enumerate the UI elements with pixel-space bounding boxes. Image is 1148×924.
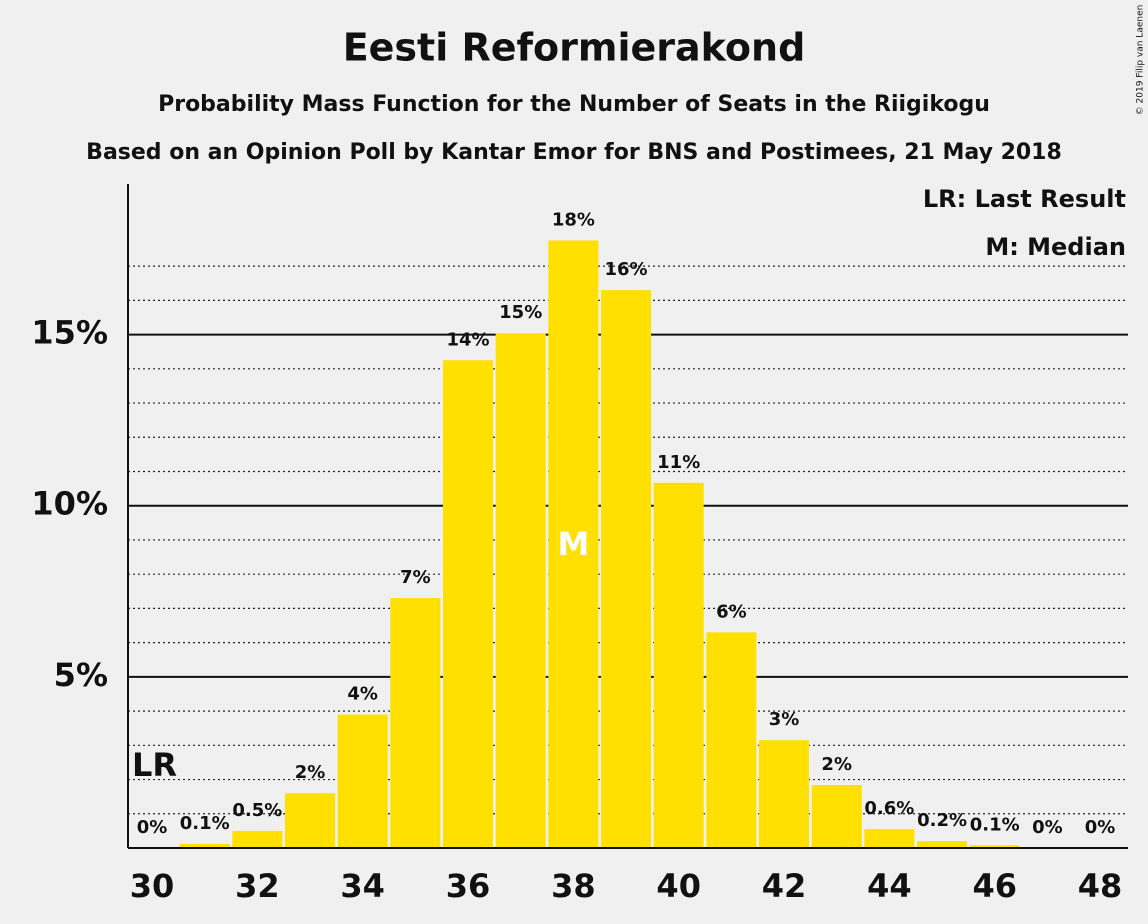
value-label: 11% bbox=[657, 452, 700, 473]
value-label: 14% bbox=[446, 329, 489, 350]
x-tick-label: 40 bbox=[656, 867, 701, 905]
x-tick-label: 34 bbox=[340, 867, 385, 905]
value-label: 0.6% bbox=[864, 798, 914, 819]
bar bbox=[232, 830, 283, 848]
bar bbox=[653, 482, 704, 848]
x-tick-label: 42 bbox=[762, 867, 807, 905]
value-label: 2% bbox=[821, 754, 852, 775]
bar bbox=[811, 785, 862, 848]
value-label: 0% bbox=[137, 817, 168, 838]
x-tick-label: 46 bbox=[972, 867, 1017, 905]
value-label: 6% bbox=[716, 601, 747, 622]
bar bbox=[601, 290, 652, 848]
x-tick-label: 44 bbox=[867, 867, 912, 905]
chart-subtitle: Based on an Opinion Poll by Kantar Emor … bbox=[86, 140, 1062, 165]
x-tick-label: 48 bbox=[1078, 867, 1123, 905]
chart-subtitle: Probability Mass Function for the Number… bbox=[158, 92, 990, 117]
value-label: 0.1% bbox=[180, 813, 230, 834]
bar bbox=[337, 714, 388, 848]
value-label: 4% bbox=[347, 684, 378, 705]
bar bbox=[390, 598, 441, 848]
value-label: 0.5% bbox=[232, 800, 282, 821]
bar bbox=[759, 740, 810, 848]
value-label: 15% bbox=[499, 302, 542, 323]
legend-entry: M: Median bbox=[985, 233, 1126, 261]
x-tick-label: 32 bbox=[235, 867, 280, 905]
value-label: 3% bbox=[769, 709, 800, 730]
bar bbox=[917, 841, 968, 848]
value-label: 0.1% bbox=[970, 814, 1020, 835]
y-tick-label: 5% bbox=[54, 656, 108, 694]
bar bbox=[495, 333, 546, 848]
bar bbox=[864, 829, 915, 848]
median-marker: M bbox=[557, 525, 589, 563]
x-tick-label: 38 bbox=[551, 867, 596, 905]
y-tick-label: 10% bbox=[31, 485, 108, 523]
value-label: 2% bbox=[295, 762, 326, 783]
y-tick-label: 15% bbox=[31, 314, 108, 352]
bar bbox=[179, 843, 230, 848]
last-result-marker: LR bbox=[132, 746, 177, 784]
bar bbox=[969, 845, 1020, 848]
value-label: 7% bbox=[400, 567, 431, 588]
bar bbox=[706, 632, 757, 848]
value-label: 0.2% bbox=[917, 810, 967, 831]
value-label: 0% bbox=[1032, 817, 1063, 838]
bar bbox=[443, 360, 494, 848]
bar bbox=[285, 793, 336, 848]
value-label: 18% bbox=[552, 209, 595, 230]
x-tick-label: 36 bbox=[446, 867, 491, 905]
value-label: 16% bbox=[604, 259, 647, 280]
bar bbox=[548, 240, 599, 848]
value-label: 0% bbox=[1085, 817, 1116, 838]
copyright: © 2019 Filip van Laenen bbox=[1136, 5, 1146, 116]
legend-entry: LR: Last Result bbox=[923, 185, 1126, 213]
x-tick-label: 30 bbox=[130, 867, 175, 905]
chart-title: Eesti Reformierakond bbox=[343, 26, 806, 70]
